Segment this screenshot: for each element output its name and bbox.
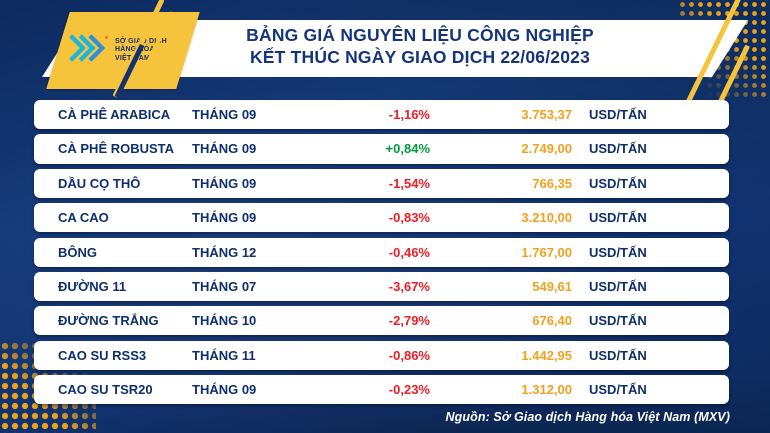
price-row: ĐƯỜNG TRẮNG THÁNG 10 -2,79% 676,40 USD/T… bbox=[34, 306, 729, 336]
contract-month: THÁNG 09 bbox=[192, 175, 257, 191]
page-title: BẢNG GIÁ NGUYÊN LIỆU CÔNG NGHIỆP KẾT THÚ… bbox=[190, 25, 650, 68]
title-line-2: KẾT THÚC NGÀY GIAO DỊCH 22/06/2023 bbox=[249, 46, 591, 67]
price-row: CÀ PHÊ ROBUSTA THÁNG 09 +0,84% 2.749,00 … bbox=[34, 134, 729, 164]
price-value: 1.312,00 bbox=[521, 382, 572, 398]
price-value: 2.749,00 bbox=[521, 141, 572, 157]
price-unit: USD/TẤN bbox=[589, 313, 647, 329]
mxv-logo: SỞ GIAO DỊCH HÀNG HÓA VIỆT NAM bbox=[46, 12, 200, 89]
change-percent: -1,16% bbox=[388, 107, 430, 123]
price-value: 766,35 bbox=[532, 175, 572, 191]
price-value: 1.767,00 bbox=[521, 244, 572, 260]
contract-month: THÁNG 09 bbox=[192, 210, 257, 226]
change-percent: -0,23% bbox=[388, 382, 430, 398]
mxv-chevrons-icon bbox=[68, 32, 110, 69]
price-row: CAO SU TSR20 THÁNG 09 -0,23% 1.312,00 US… bbox=[34, 375, 729, 405]
price-row: CAO SU RSS3 THÁNG 11 -0,86% 1.442,95 USD… bbox=[34, 340, 729, 370]
contract-month: THÁNG 11 bbox=[192, 347, 256, 363]
price-unit: USD/TẤN bbox=[589, 278, 647, 294]
commodity-name: CA CAO bbox=[58, 210, 109, 226]
commodity-name: ĐƯỜNG 11 bbox=[58, 278, 127, 294]
price-row: ĐƯỜNG 11 THÁNG 07 -3,67% 549,61 USD/TẤN bbox=[34, 271, 729, 302]
change-percent: -0,83% bbox=[388, 210, 430, 226]
commodity-name: BÔNG bbox=[58, 244, 97, 260]
title-line-1: BẢNG GIÁ NGUYÊN LIỆU CÔNG NGHIỆP bbox=[246, 25, 594, 45]
change-percent: -3,67% bbox=[388, 278, 430, 294]
price-unit: USD/TẤN bbox=[589, 141, 647, 157]
source-credit: Nguồn: Sở Giao dịch Hàng hóa Việt Nam (M… bbox=[445, 410, 730, 424]
price-value: 1.442,95 bbox=[521, 347, 572, 363]
contract-month: THÁNG 09 bbox=[192, 107, 257, 123]
price-row: BÔNG THÁNG 12 -0,46% 1.767,00 USD/TẤN bbox=[34, 237, 729, 267]
change-percent: -0,46% bbox=[388, 244, 430, 260]
price-unit: USD/TẤN bbox=[589, 210, 647, 226]
price-unit: USD/TẤN bbox=[589, 347, 647, 363]
price-row: CÀ PHÊ ARABICA THÁNG 09 -1,16% 3.753,37 … bbox=[34, 100, 729, 130]
price-unit: USD/TẤN bbox=[589, 244, 647, 260]
price-unit: USD/TẤN bbox=[589, 175, 647, 191]
change-percent: +0,84% bbox=[385, 141, 430, 157]
price-unit: USD/TẤN bbox=[589, 107, 647, 123]
commodity-name: CAO SU RSS3 bbox=[58, 347, 147, 363]
change-percent: -0,86% bbox=[388, 347, 430, 363]
price-unit: USD/TẤN bbox=[589, 382, 647, 398]
contract-month: THÁNG 12 bbox=[192, 244, 257, 260]
price-value: 3.210,00 bbox=[521, 210, 572, 226]
commodity-name: CÀ PHÊ ARABICA bbox=[58, 107, 171, 123]
change-percent: -2,79% bbox=[388, 313, 430, 329]
commodity-name: DẦU CỌ THÔ bbox=[58, 175, 141, 191]
contract-month: THÁNG 09 bbox=[192, 141, 257, 157]
commodity-name: CÀ PHÊ ROBUSTA bbox=[58, 141, 175, 157]
price-row: CA CAO THÁNG 09 -0,83% 3.210,00 USD/TẤN bbox=[34, 203, 729, 233]
contract-month: THÁNG 09 bbox=[192, 382, 257, 398]
price-row: DẦU CỌ THÔ THÁNG 09 -1,54% 766,35 USD/TẤ… bbox=[34, 168, 729, 198]
price-value: 676,40 bbox=[532, 313, 572, 329]
commodity-name: ĐƯỜNG TRẮNG bbox=[58, 313, 159, 329]
contract-month: THÁNG 10 bbox=[192, 313, 257, 329]
price-value: 549,61 bbox=[532, 278, 572, 294]
commodity-name: CAO SU TSR20 bbox=[58, 382, 153, 398]
contract-month: THÁNG 07 bbox=[192, 278, 257, 294]
change-percent: -1,54% bbox=[388, 175, 430, 191]
price-table: CÀ PHÊ ARABICA THÁNG 09 -1,16% 3.753,37 … bbox=[34, 100, 729, 405]
price-value: 3.753,37 bbox=[521, 107, 572, 123]
